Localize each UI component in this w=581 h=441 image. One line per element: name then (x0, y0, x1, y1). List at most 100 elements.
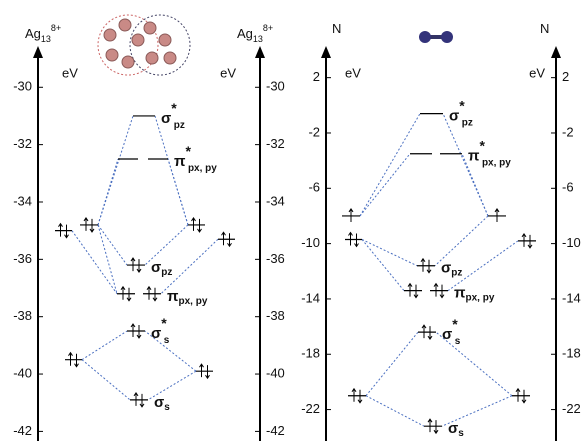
element-symbol: Ag (237, 26, 253, 41)
element-superscript: 8+ (51, 23, 61, 33)
tick-label: -6 (562, 180, 574, 195)
tick-label: -32 (266, 136, 285, 151)
axis-arrow (321, 46, 331, 58)
orbital-superscript: * (479, 137, 485, 153)
element-subscript: 13 (41, 34, 51, 44)
correlation-line (82, 331, 127, 360)
orbital-label: πpx, py (454, 285, 495, 304)
correlation-line (98, 225, 117, 294)
ag-cluster-image (98, 15, 190, 75)
orbital-symbol: σ (161, 110, 171, 127)
tick-label: -14 (562, 290, 581, 305)
orbital-superscript: * (452, 316, 458, 332)
element-symbol: N (332, 21, 341, 36)
element-symbol: N (540, 21, 549, 36)
tick-label: -38 (13, 308, 32, 323)
tick-label: -30 (266, 79, 285, 94)
orbital-subscript: pz (174, 120, 185, 131)
orbital-superscript: * (161, 315, 167, 331)
tick-label: -6 (308, 180, 320, 195)
correlation-line (98, 225, 127, 265)
tick-label: -2 (562, 124, 574, 139)
tick-label: -14 (301, 290, 320, 305)
tick-label: -22 (562, 401, 581, 416)
orbital-symbol: σ (449, 108, 459, 125)
orbital-symbol: π (167, 288, 179, 305)
orbital-symbol: σ (442, 326, 452, 343)
orbital-subscript: px, py (188, 163, 217, 174)
correlation-line (360, 154, 410, 216)
correlation-line (72, 231, 117, 294)
tick-label: -34 (13, 193, 32, 208)
orbital-label: πpx, py (167, 288, 208, 307)
tick-label: -10 (301, 235, 320, 250)
orbital-superscript: * (185, 143, 191, 159)
orbital-subscript: s (458, 428, 464, 439)
correlation-line (360, 114, 420, 216)
orbital-subscript: pz (462, 117, 473, 128)
axis-unit: eV (220, 65, 236, 80)
orbital-symbol: σ (151, 325, 161, 342)
orbital-symbol: π (174, 153, 186, 170)
tick-label: -34 (266, 193, 285, 208)
tick-label: -30 (13, 79, 32, 94)
element-label: N (540, 21, 549, 36)
orbital-symbol: σ (151, 259, 161, 276)
axis-unit: eV (345, 65, 361, 80)
tick-label: -2 (308, 124, 320, 139)
correlation-line (435, 216, 488, 266)
tick-label: -38 (266, 308, 285, 323)
correlation-line (448, 241, 518, 291)
element-symbol: Ag (25, 26, 41, 41)
correlation-line (82, 360, 130, 400)
correlation-line (362, 239, 404, 290)
axis-unit: eV (62, 65, 78, 80)
orbital-label: π*px, py (468, 137, 511, 168)
axis-arrow (551, 46, 561, 58)
n2-molecule-image (419, 31, 453, 43)
element-superscript: 8+ (263, 23, 273, 33)
orbital-symbol: σ (441, 260, 451, 277)
element-label: Ag138+ (25, 23, 61, 44)
correlation-line (98, 159, 118, 225)
orbital-label: σs (154, 394, 170, 413)
element-label: Ag138+ (237, 23, 273, 44)
orbital-symbol: σ (448, 420, 458, 437)
axis-arrow (33, 46, 43, 58)
orbital-symbol: π (454, 285, 466, 302)
mo-diagram: -30-32-34-36-38-40-42eVAg138+-30-32-34-3… (0, 0, 581, 441)
orbital-label: σ* s (151, 315, 170, 346)
orbital-subscript: pz (451, 267, 462, 278)
orbital-symbol: π (468, 148, 480, 165)
tick-label: -40 (13, 365, 32, 380)
tick-label: -22 (301, 401, 320, 416)
orbital-subscript: px, py (465, 292, 494, 303)
tick-label: -40 (266, 365, 285, 380)
correlation-line (362, 239, 417, 265)
orbital-label: σpz (151, 259, 172, 278)
orbital-subscript: s (455, 336, 461, 347)
orbital-subscript: px, py (178, 295, 207, 306)
tick-label: -10 (562, 235, 581, 250)
orbital-subscript: pz (161, 267, 172, 278)
tick-label: 2 (313, 69, 320, 84)
orbital-symbol: σ (154, 394, 164, 411)
orbital-superscript: * (171, 100, 177, 116)
correlation-line (366, 332, 418, 396)
tick-label: -32 (13, 136, 32, 151)
element-label: N (332, 21, 341, 36)
axis-arrow (255, 46, 265, 58)
correlation-line (366, 396, 424, 426)
orbital-superscript: * (459, 97, 465, 113)
tick-label: -18 (301, 346, 320, 361)
tick-label: -18 (562, 346, 581, 361)
orbital-label: σ* s (442, 316, 461, 347)
orbital-label: σ* pz (161, 100, 185, 131)
element-subscript: 13 (253, 34, 263, 44)
tick-label: -36 (266, 251, 285, 266)
orbital-subscript: s (164, 335, 170, 346)
orbital-label: π* px, py (174, 143, 217, 174)
axis-unit: eV (529, 65, 545, 80)
orbital-subscript: s (164, 401, 170, 412)
tick-label: -42 (266, 423, 285, 438)
